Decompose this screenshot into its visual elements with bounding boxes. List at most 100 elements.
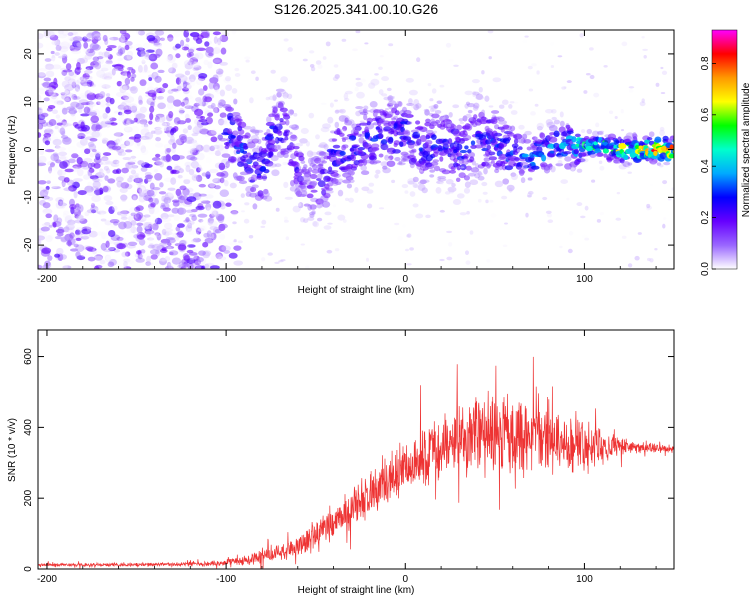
noise-mark xyxy=(154,75,162,83)
noise-mark xyxy=(141,69,151,74)
noise-mark xyxy=(195,144,204,152)
noise-mark xyxy=(200,219,209,227)
snr-xtick-label: -200 xyxy=(37,574,57,585)
noise-mark xyxy=(63,187,74,192)
noise-mark xyxy=(178,79,188,88)
ridge-mark xyxy=(274,114,280,121)
noise-mark xyxy=(126,259,135,265)
ridge-mark xyxy=(223,141,230,146)
noise-mark xyxy=(61,53,68,60)
noise-mark xyxy=(48,88,56,97)
ridge-mark xyxy=(319,151,326,155)
noise-mark xyxy=(143,42,150,49)
noise-mark xyxy=(178,105,185,114)
noise-mark xyxy=(128,103,138,111)
noise-mark xyxy=(64,89,71,96)
ridge-mark xyxy=(271,169,280,177)
noise-mark xyxy=(439,209,445,213)
noise-mark xyxy=(101,64,112,71)
noise-mark xyxy=(119,30,127,35)
noise-mark xyxy=(107,178,116,184)
noise-mark xyxy=(142,189,148,195)
ridge-mark xyxy=(228,156,237,163)
noise-mark xyxy=(157,102,166,110)
noise-mark xyxy=(90,202,95,209)
ridge-mark xyxy=(267,133,274,137)
noise-mark xyxy=(57,127,65,134)
noise-mark xyxy=(70,75,77,81)
noise-mark xyxy=(641,36,645,39)
noise-mark xyxy=(186,244,196,248)
noise-mark xyxy=(217,102,224,109)
noise-mark xyxy=(51,186,61,190)
noise-mark xyxy=(171,88,179,92)
noise-mark xyxy=(171,207,180,214)
ridge-mark xyxy=(370,78,380,86)
noise-mark xyxy=(627,263,633,268)
spectrogram-ytick-label: 10 xyxy=(23,96,34,108)
noise-mark xyxy=(78,99,89,104)
noise-mark xyxy=(191,148,197,153)
noise-mark xyxy=(593,92,600,98)
noise-mark xyxy=(69,97,78,104)
ridge-mark xyxy=(378,153,384,158)
noise-mark xyxy=(148,76,153,82)
noise-mark xyxy=(169,251,174,256)
noise-mark xyxy=(168,192,174,198)
noise-mark xyxy=(132,172,140,177)
noise-mark xyxy=(54,125,59,130)
ridge-mark xyxy=(240,193,245,198)
noise-mark xyxy=(141,136,152,143)
noise-mark xyxy=(317,64,323,69)
noise-mark xyxy=(118,36,128,43)
noise-mark xyxy=(193,65,202,71)
colorbar: 0.00.20.40.60.8 Normalized spectral ampl… xyxy=(700,29,750,276)
noise-mark xyxy=(204,263,210,269)
noise-mark xyxy=(550,41,554,46)
ridge-mark xyxy=(412,182,418,189)
ridge-mark xyxy=(388,100,397,106)
noise-mark xyxy=(51,64,62,70)
ridge-mark xyxy=(449,124,457,130)
ridge-mark xyxy=(417,183,426,191)
noise-mark xyxy=(228,252,238,259)
ridge-mark xyxy=(548,136,558,143)
noise-mark xyxy=(63,177,70,183)
noise-mark xyxy=(50,50,55,55)
ridge-mark xyxy=(421,187,428,194)
noise-mark xyxy=(668,138,674,143)
spectrogram-xlabel: Height of straight line (km) xyxy=(298,285,415,296)
noise-mark xyxy=(96,245,103,252)
noise-mark xyxy=(157,257,167,262)
noise-mark xyxy=(144,174,154,180)
noise-mark xyxy=(210,136,218,143)
ridge-mark xyxy=(363,105,369,111)
ridge-mark xyxy=(298,202,304,209)
noise-mark xyxy=(73,42,82,48)
noise-mark xyxy=(89,152,95,158)
noise-mark xyxy=(448,242,453,247)
noise-mark xyxy=(127,61,137,66)
ridge-mark xyxy=(306,185,315,190)
noise-mark xyxy=(450,156,455,160)
noise-mark xyxy=(278,260,284,263)
noise-mark xyxy=(69,32,80,39)
noise-mark xyxy=(192,135,198,141)
noise-mark xyxy=(155,249,160,257)
noise-mark xyxy=(57,207,64,213)
noise-mark xyxy=(208,220,218,228)
noise-mark xyxy=(156,232,162,241)
noise-mark xyxy=(276,123,280,127)
noise-mark xyxy=(125,149,133,153)
noise-mark xyxy=(58,199,64,207)
ridge-mark xyxy=(419,135,427,142)
noise-mark xyxy=(662,223,666,229)
noise-mark xyxy=(102,115,113,122)
noise-mark xyxy=(134,111,142,119)
noise-mark xyxy=(86,191,93,200)
noise-mark xyxy=(105,200,114,206)
noise-mark xyxy=(121,251,129,258)
ridge-mark xyxy=(309,173,318,179)
ridge-mark xyxy=(560,179,569,184)
ridge-mark xyxy=(388,155,394,161)
